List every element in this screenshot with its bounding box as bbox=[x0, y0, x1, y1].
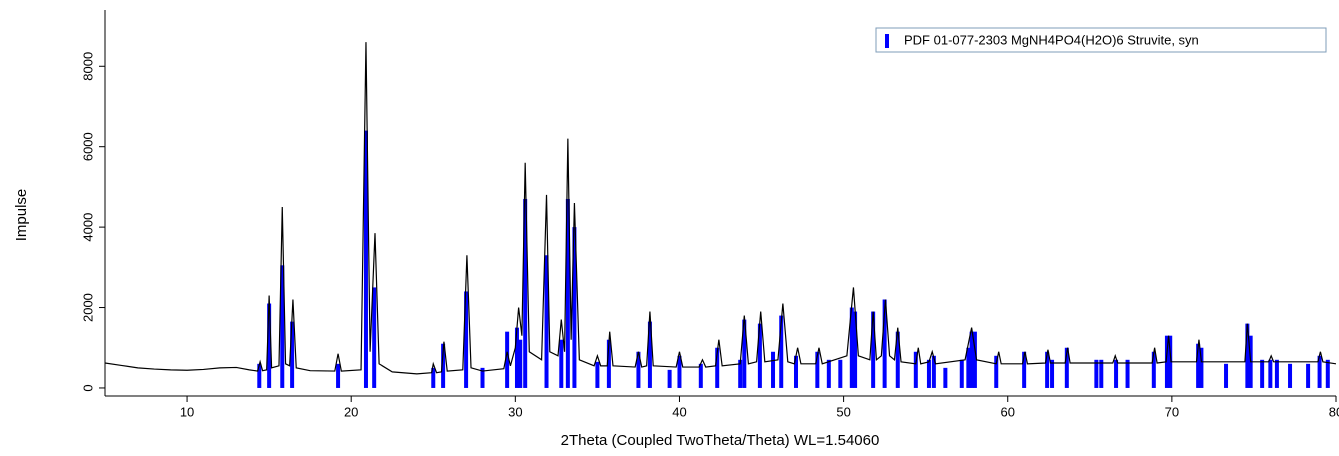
x-tick-label: 70 bbox=[1165, 404, 1179, 419]
reference-stick bbox=[1245, 323, 1250, 388]
reference-stick bbox=[742, 319, 747, 388]
y-tick-label: 2000 bbox=[80, 293, 95, 322]
reference-stick bbox=[431, 367, 436, 388]
reference-stick bbox=[972, 331, 977, 388]
reference-stick bbox=[1045, 351, 1050, 388]
reference-stick bbox=[523, 198, 528, 388]
reference-stick bbox=[677, 355, 682, 388]
reference-stick bbox=[871, 311, 876, 388]
reference-stick bbox=[1224, 363, 1229, 388]
reference-stick bbox=[1168, 335, 1173, 388]
legend-label: PDF 01-077-2303 MgNH4PO4(H2O)6 Struvite,… bbox=[904, 32, 1199, 47]
reference-stick bbox=[480, 367, 485, 388]
legend-swatch bbox=[885, 34, 889, 48]
reference-stick bbox=[1274, 359, 1279, 388]
reference-stick bbox=[336, 363, 341, 388]
reference-stick bbox=[1164, 335, 1169, 388]
x-tick-label: 40 bbox=[672, 404, 686, 419]
y-axis-label: Impulse bbox=[13, 189, 30, 242]
lines bbox=[105, 42, 1336, 375]
x-tick-label: 10 bbox=[180, 404, 194, 419]
reference-stick bbox=[1064, 347, 1069, 388]
reference-stick bbox=[738, 359, 743, 388]
reference-stick bbox=[959, 359, 964, 388]
reference-stick bbox=[853, 311, 858, 388]
reference-stick bbox=[838, 359, 843, 388]
pattern-line bbox=[105, 42, 1336, 375]
reference-stick bbox=[1196, 343, 1201, 388]
reference-stick bbox=[667, 369, 672, 388]
reference-stick bbox=[715, 347, 720, 388]
sticks bbox=[257, 130, 1330, 388]
reference-stick bbox=[1325, 359, 1330, 388]
reference-stick bbox=[779, 315, 784, 388]
reference-stick bbox=[606, 339, 611, 388]
reference-stick bbox=[595, 361, 600, 388]
reference-stick bbox=[1151, 351, 1156, 388]
y-tick-label: 0 bbox=[80, 384, 95, 391]
reference-stick bbox=[636, 351, 641, 388]
reference-stick bbox=[1050, 359, 1055, 388]
reference-stick bbox=[882, 299, 887, 388]
reference-stick bbox=[757, 323, 762, 388]
reference-stick bbox=[518, 339, 523, 388]
x-axis-label: 2Theta (Coupled TwoTheta/Theta) WL=1.540… bbox=[561, 432, 880, 449]
reference-stick bbox=[1125, 359, 1130, 388]
legend: PDF 01-077-2303 MgNH4PO4(H2O)6 Struvite,… bbox=[875, 27, 1327, 53]
y-tick-label: 8000 bbox=[80, 52, 95, 81]
legend-box bbox=[875, 27, 1327, 53]
reference-stick bbox=[913, 351, 918, 388]
y-tick-label: 6000 bbox=[80, 132, 95, 161]
reference-stick bbox=[544, 255, 549, 388]
x-tick-label: 30 bbox=[508, 404, 522, 419]
x-tick-label: 60 bbox=[1000, 404, 1014, 419]
reference-stick bbox=[1094, 359, 1099, 388]
reference-stick bbox=[1288, 363, 1293, 388]
reference-stick bbox=[926, 359, 931, 388]
reference-stick bbox=[1022, 351, 1027, 388]
reference-stick bbox=[771, 351, 776, 388]
reference-stick bbox=[966, 347, 971, 388]
reference-stick bbox=[565, 198, 570, 388]
reference-stick bbox=[1306, 363, 1311, 388]
reference-stick bbox=[1099, 359, 1104, 388]
reference-stick bbox=[931, 355, 936, 388]
reference-stick bbox=[994, 355, 999, 388]
reference-stick bbox=[441, 343, 446, 388]
reference-stick bbox=[464, 291, 469, 388]
y-tick-label: 4000 bbox=[80, 213, 95, 242]
reference-stick bbox=[372, 287, 377, 388]
reference-stick bbox=[698, 363, 703, 388]
reference-stick bbox=[572, 227, 577, 388]
reference-stick bbox=[267, 303, 272, 388]
reference-stick bbox=[280, 265, 285, 388]
reference-stick bbox=[1260, 359, 1265, 388]
reference-stick bbox=[969, 331, 974, 388]
reference-stick bbox=[1268, 359, 1273, 388]
reference-stick bbox=[514, 327, 519, 388]
reference-stick bbox=[363, 130, 368, 388]
reference-stick bbox=[1317, 355, 1322, 388]
x-tick-label: 50 bbox=[836, 404, 850, 419]
reference-stick bbox=[943, 367, 948, 388]
reference-stick bbox=[815, 351, 820, 388]
reference-stick bbox=[647, 321, 652, 388]
reference-stick bbox=[849, 307, 854, 388]
reference-stick bbox=[826, 359, 831, 388]
reference-stick bbox=[794, 355, 799, 388]
reference-stick bbox=[1199, 347, 1204, 388]
reference-stick bbox=[257, 363, 262, 388]
reference-stick bbox=[290, 321, 295, 388]
x-tick-label: 80 bbox=[1329, 404, 1339, 419]
reference-stick bbox=[1114, 359, 1119, 388]
reference-stick bbox=[505, 331, 510, 388]
reference-stick bbox=[559, 339, 564, 388]
x-tick-label: 20 bbox=[344, 404, 358, 419]
reference-stick bbox=[895, 331, 900, 388]
